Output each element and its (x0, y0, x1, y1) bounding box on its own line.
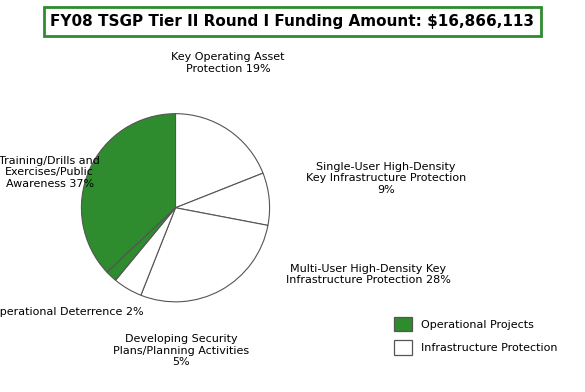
Text: Training/Drills and
Exercises/Public
Awareness 37%: Training/Drills and Exercises/Public Awa… (0, 156, 100, 189)
Legend: Operational Projects, Infrastructure Protection: Operational Projects, Infrastructure Pro… (390, 313, 562, 359)
Wedge shape (176, 173, 270, 225)
Text: Key Operating Asset
Protection 19%: Key Operating Asset Protection 19% (171, 52, 285, 74)
Wedge shape (141, 208, 268, 302)
Wedge shape (176, 114, 263, 208)
Text: Operational Deterrence 2%: Operational Deterrence 2% (0, 307, 143, 317)
Text: Single-User High-Density
Key Infrastructure Protection
9%: Single-User High-Density Key Infrastruct… (306, 162, 466, 195)
Wedge shape (115, 208, 176, 295)
Text: Developing Security
Plans/Planning Activities
5%: Developing Security Plans/Planning Activ… (113, 334, 249, 367)
Text: Multi-User High-Density Key
Infrastructure Protection 28%: Multi-User High-Density Key Infrastructu… (286, 263, 451, 285)
Text: FY08 TSGP Tier II Round I Funding Amount: $16,866,113: FY08 TSGP Tier II Round I Funding Amount… (50, 14, 535, 29)
Wedge shape (81, 114, 176, 272)
Wedge shape (107, 208, 176, 280)
